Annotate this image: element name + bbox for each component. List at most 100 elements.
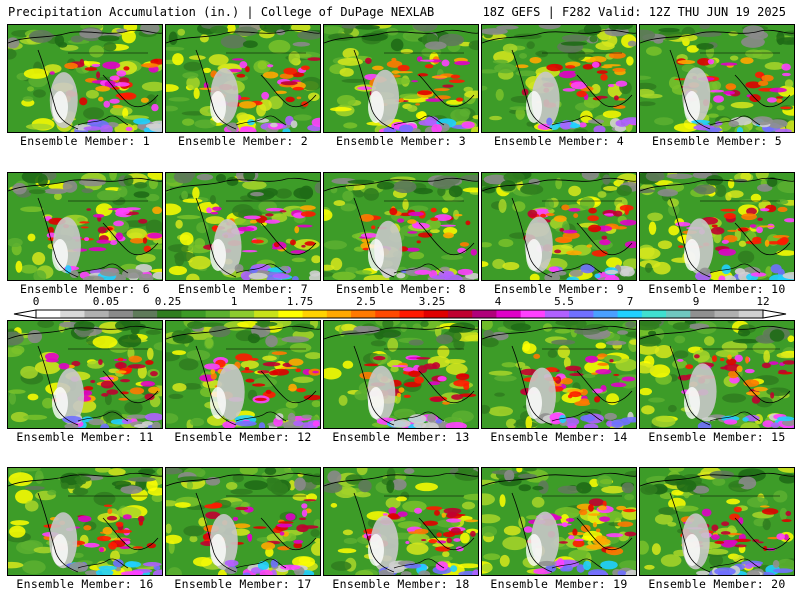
- colorbar-swatch: [181, 310, 207, 318]
- colorbar-swatch: [593, 310, 619, 318]
- ensemble-member-map: [7, 320, 163, 429]
- precipitation-map: [166, 173, 320, 280]
- colorbar-swatch: [520, 310, 546, 318]
- ensemble-member-label: Ensemble Member: 9: [493, 282, 625, 296]
- colorbar-swatch: [278, 310, 304, 318]
- precipitation-map: [8, 468, 162, 575]
- ensemble-member-label: Ensemble Member: 11: [16, 430, 154, 444]
- colorbar-tick-labels: 0 0.05 0.25 1 1.75 2.5 3.25 4 5.5 7 9 12: [0, 295, 800, 308]
- ensemble-member-map: [639, 320, 795, 429]
- ensemble-member-map: [7, 467, 163, 576]
- ensemble-member-map: [165, 467, 321, 576]
- colorbar-swatch: [326, 310, 352, 318]
- ensemble-member-map: [165, 172, 321, 281]
- ensemble-member-label: Ensemble Member: 19: [490, 577, 628, 591]
- colorbar-tick-label: 0: [32, 295, 40, 308]
- precipitation-map: [640, 173, 794, 280]
- colorbar-swatch: [569, 310, 594, 318]
- ensemble-member-label: Ensemble Member: 16: [16, 577, 154, 591]
- ensemble-member-map: [323, 467, 479, 576]
- colorbar-swatch: [472, 310, 497, 318]
- precipitation-map: [482, 468, 636, 575]
- precipitation-map: [324, 25, 478, 132]
- ensemble-member-map: [323, 320, 479, 429]
- colorbar-swatch: [351, 310, 376, 318]
- ensemble-member-label: Ensemble Member: 6: [19, 282, 151, 296]
- ensemble-member-label: Ensemble Member: 12: [174, 430, 312, 444]
- run-info: 18Z GEFS | F282 Valid: 12Z THU JUN 19 20…: [482, 5, 786, 19]
- colorbar-tick-label: 1.75: [286, 295, 314, 308]
- precipitation-map: [166, 321, 320, 428]
- ensemble-member-label: Ensemble Member: 20: [648, 577, 786, 591]
- precipitation-map: [482, 321, 636, 428]
- colorbar-swatch: [375, 310, 400, 318]
- precipitation-map: [166, 468, 320, 575]
- precipitation-map: [324, 173, 478, 280]
- ensemble-member-label: Ensemble Member: 7: [177, 282, 309, 296]
- colorbar-swatch: [157, 310, 182, 318]
- ensemble-member-label: Ensemble Member: 8: [335, 282, 467, 296]
- ensemble-member-map: [7, 172, 163, 281]
- ensemble-member-map: [481, 320, 637, 429]
- ensemble-member-map: [481, 172, 637, 281]
- colorbar-tick-label: 12: [756, 295, 770, 308]
- colorbar-bar: [13, 309, 787, 319]
- ensemble-member-map: [165, 320, 321, 429]
- colorbar-swatch: [254, 310, 279, 318]
- colorbar-swatch: [666, 310, 691, 318]
- map-title: Precipitation Accumulation (in.) | Colle…: [8, 5, 435, 19]
- colorbar-swatch: [423, 310, 449, 318]
- ensemble-member-map: [481, 24, 637, 133]
- colorbar-swatch: [132, 310, 158, 318]
- precipitation-map: [324, 321, 478, 428]
- colorbar-swatch: [36, 310, 61, 318]
- ensemble-member-map: [639, 467, 795, 576]
- ensemble-member-map: [165, 24, 321, 133]
- colorbar-swatch: [60, 310, 85, 318]
- colorbar-tick-label: 0.05: [92, 295, 120, 308]
- precipitation-map: [8, 25, 162, 132]
- precipitation-map: [640, 321, 794, 428]
- ensemble-member-label: Ensemble Member: 4: [493, 134, 625, 148]
- ensemble-member-label: Ensemble Member: 2: [177, 134, 309, 148]
- colorbar-outline: [35, 309, 764, 319]
- colorbar-swatch: [108, 310, 134, 318]
- ensemble-member-label: Ensemble Member: 15: [648, 430, 786, 444]
- colorbar: 0 0.05 0.25 1 1.75 2.5 3.25 4 5.5 7 9 12: [0, 295, 800, 320]
- colorbar-tick-label: 9: [692, 295, 700, 308]
- colorbar-tick-label: 1: [230, 295, 238, 308]
- precipitation-map: [482, 25, 636, 132]
- colorbar-tick-label: 3.25: [418, 295, 446, 308]
- ensemble-member-map: [639, 24, 795, 133]
- colorbar-swatch: [302, 310, 328, 318]
- colorbar-tick-label: 2.5: [356, 295, 376, 308]
- ensemble-member-map: [323, 172, 479, 281]
- colorbar-swatch: [617, 310, 643, 318]
- colorbar-swatch: [544, 310, 570, 318]
- ensemble-member-map: [481, 467, 637, 576]
- ensemble-member-map: [639, 172, 795, 281]
- colorbar-tick-label: 7: [626, 295, 634, 308]
- header: Precipitation Accumulation (in.) | Colle…: [0, 0, 800, 24]
- colorbar-right-arrow: [762, 309, 787, 319]
- precipitation-map: [166, 25, 320, 132]
- colorbar-swatch: [690, 310, 716, 318]
- colorbar-swatch: [84, 310, 110, 318]
- colorbar-swatch: [229, 310, 255, 318]
- colorbar-swatch: [447, 310, 473, 318]
- ensemble-member-map: [323, 24, 479, 133]
- colorbar-swatch: [641, 310, 667, 318]
- ensemble-member-label: Ensemble Member: 13: [332, 430, 470, 444]
- precipitation-map: [482, 173, 636, 280]
- ensemble-member-label: Ensemble Member: 5: [651, 134, 783, 148]
- colorbar-swatch: [496, 310, 522, 318]
- precipitation-map: [640, 25, 794, 132]
- precipitation-map: [324, 468, 478, 575]
- colorbar-tick-label: 4: [494, 295, 502, 308]
- colorbar-swatch: [205, 310, 231, 318]
- colorbar-swatch: [714, 310, 740, 318]
- colorbar-tick-label: 5.5: [554, 295, 574, 308]
- precipitation-map: [8, 321, 162, 428]
- colorbar-tick-label: 0.25: [154, 295, 182, 308]
- ensemble-member-label: Ensemble Member: 14: [490, 430, 628, 444]
